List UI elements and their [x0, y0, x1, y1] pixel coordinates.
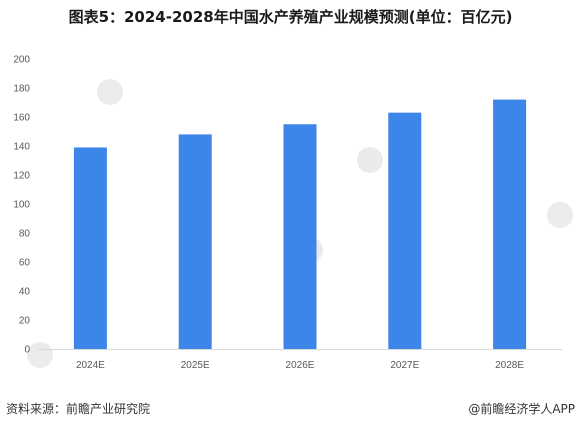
y-tick-label: 100	[13, 200, 30, 211]
x-tick-label: 2028E	[495, 360, 524, 371]
y-tick-label: 20	[19, 316, 31, 327]
y-tick-label: 160	[13, 113, 30, 124]
y-tick-label: 180	[13, 84, 30, 95]
y-tick-label: 60	[19, 258, 31, 269]
bar-2028E	[493, 99, 527, 349]
x-tick-label: 2024E	[76, 360, 105, 371]
y-tick-label: 40	[19, 287, 31, 298]
bar-2024E	[73, 147, 107, 349]
bar-2025E	[178, 134, 212, 349]
y-tick-label: 0	[24, 345, 30, 356]
y-tick-label: 140	[13, 142, 30, 153]
credit-note: @前瞻经济学人APP	[468, 402, 575, 416]
x-tick-label: 2026E	[286, 360, 315, 371]
bar-2026E	[283, 124, 317, 349]
bar-2027E	[388, 112, 422, 350]
x-axis-ticks: 2024E 2025E 2026E 2027E 2028E	[76, 360, 524, 371]
x-tick-label: 2027E	[390, 360, 419, 371]
bars-group	[73, 99, 527, 350]
x-tick-label: 2025E	[181, 360, 210, 371]
y-tick-label: 120	[13, 171, 30, 182]
chart-title: 图表5：2024-2028年中国水产养殖产业规模预测(单位：百亿元)	[68, 8, 513, 26]
source-note: 资料来源：前瞻产业研究院	[6, 402, 151, 416]
y-tick-label: 200	[13, 55, 30, 66]
y-axis-ticks: 0 20 40 60 80 100 120 140 160 180 200	[13, 55, 30, 356]
y-tick-label: 80	[19, 229, 31, 240]
